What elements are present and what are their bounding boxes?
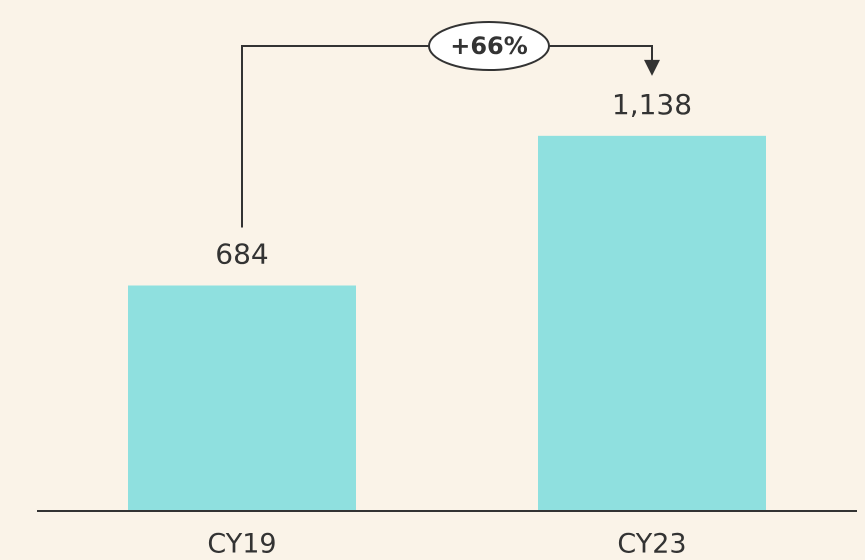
x-tick-label: CY19: [207, 529, 276, 560]
bar: [538, 135, 766, 512]
bar: [128, 285, 356, 511]
annotation-text: +66%: [450, 32, 528, 60]
x-tick-label: CY23: [617, 529, 686, 560]
arrow-head: [644, 59, 660, 76]
value-label: 1,138: [612, 88, 692, 121]
value-label: 684: [215, 238, 268, 271]
annotation-bubble: [428, 21, 550, 71]
